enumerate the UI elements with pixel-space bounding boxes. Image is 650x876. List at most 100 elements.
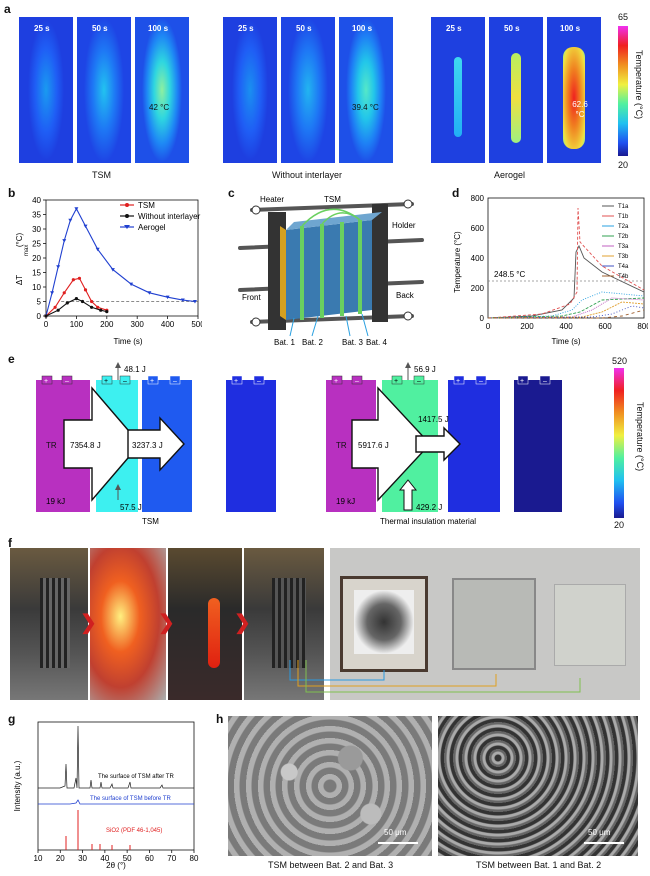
top-energy: 56.9 J [414, 365, 436, 374]
photo-fire-2 [168, 548, 242, 700]
bottom-energy: 57.5 J [120, 503, 142, 512]
y-tick-label: 200 [471, 284, 485, 293]
time-label: 25 s [34, 24, 50, 33]
thermal-image [76, 16, 132, 164]
data-point [65, 301, 69, 305]
x-tick-label: 30 [78, 854, 87, 863]
legend-entry: T3b [618, 254, 629, 260]
x-tick-label: 70 [167, 854, 176, 863]
tr-label: TR [336, 441, 347, 450]
y-tick-label: 600 [471, 224, 485, 233]
data-point [83, 224, 88, 229]
group-label: TSM [142, 517, 159, 526]
x-tick-label: 200 [100, 320, 114, 329]
svg-text:+: + [234, 378, 238, 385]
time-label: 100 s [148, 24, 169, 33]
chart-d: 0 200 400 600 800 0 200 400 600 800 248.5 °C T1a T… [453, 194, 648, 346]
time-label: 100 s [560, 24, 581, 33]
flow-energy: 5917.6 J [358, 441, 389, 450]
svg-text:+: + [150, 378, 154, 385]
data-point [44, 314, 48, 318]
y-tick-label: 0 [37, 312, 42, 321]
y-tick-label: 10 [32, 283, 41, 292]
y-tick-label: 800 [471, 194, 485, 203]
group-label: TSM [92, 170, 111, 180]
data-point [74, 207, 79, 211]
battery-label: Bat. 4 [366, 338, 387, 347]
thermal-image [546, 16, 602, 164]
y-axis-label: ΔT [15, 275, 24, 285]
y-axis-unit: (°C) [15, 233, 24, 248]
holder-label: Holder [392, 221, 416, 230]
legend-entry: T3a [618, 244, 629, 250]
y-axis-label-sub: max [24, 245, 30, 256]
legend-without: Without interlayer [138, 212, 201, 221]
scale-bar-label: 50 μm [384, 828, 407, 837]
data-point [71, 278, 75, 282]
svg-text:+: + [334, 378, 338, 385]
time-label: 25 s [446, 24, 462, 33]
data-point [56, 308, 60, 312]
series-line [45, 207, 196, 317]
time-label: 25 s [238, 24, 254, 33]
time-label: 50 s [92, 24, 108, 33]
total-energy: 19 kJ [46, 497, 65, 506]
x-tick-label: 20 [56, 854, 65, 863]
data-point [96, 305, 100, 309]
y-tick-label: 400 [471, 254, 485, 263]
svg-text:–: – [543, 378, 547, 385]
y-axis-label: Intensity (a.u.) [13, 760, 22, 811]
data-point [192, 300, 197, 304]
y-axis-label: Temperature (°C) [453, 231, 462, 293]
thermal-group-without-interlayer: 25 s 50 s 100 s 39.4 °C [222, 16, 394, 164]
panel-label-b: b [8, 186, 16, 200]
x-tick-label: 60 [145, 854, 154, 863]
data-point [95, 247, 100, 252]
y-tick-label: 5 [37, 298, 42, 307]
panel-label-h: h [216, 712, 224, 726]
panel-label-g: g [8, 712, 16, 726]
front-label: Front [242, 293, 261, 302]
colorbar [618, 26, 628, 156]
y-tick-label: 35 [32, 211, 41, 220]
x-tick-label: 500 [191, 320, 202, 329]
colorbar-min: 20 [614, 520, 625, 530]
colorbar-min: 20 [618, 160, 629, 170]
time-label: 50 s [504, 24, 520, 33]
threshold-annotation: 248.5 °C [494, 270, 525, 279]
data-point [77, 276, 82, 280]
legend-aerogel: Aerogel [138, 223, 166, 232]
connector-lines [289, 660, 581, 693]
svg-text:–: – [479, 378, 483, 385]
trace-label-before: The surface of TSM before TR [90, 796, 171, 802]
photo-fire-1 [90, 548, 166, 700]
arrow-icon: ❯ [234, 612, 251, 634]
x-tick-label: 40 [100, 854, 109, 863]
x-tick-label: 600 [598, 322, 612, 331]
svg-text:–: – [65, 378, 69, 385]
colorbar-max: 520 [612, 356, 628, 366]
back-label: Back [396, 291, 415, 300]
svg-text:–: – [173, 378, 177, 385]
data-point [56, 265, 61, 269]
photo-holder-2 [244, 548, 324, 700]
panel-label-d: d [452, 186, 460, 200]
x-axis-label: Time (s) [113, 337, 142, 346]
thermal-image [488, 16, 544, 164]
flow-energy: 3237.3 J [132, 441, 163, 450]
svg-text:+: + [520, 378, 524, 385]
data-point [80, 299, 85, 304]
trace-label-after: The surface of TSM after TR [98, 774, 174, 780]
data-point [90, 299, 94, 304]
x-tick-label: 400 [559, 322, 573, 331]
x-tick-label: 800 [637, 322, 648, 331]
thermal-image [430, 16, 486, 164]
heater-label: Heater [260, 195, 284, 204]
battery-label: Bat. 3 [342, 338, 363, 347]
colorbar-label: Temperature (°C) [635, 402, 645, 472]
svg-text:–: – [417, 378, 421, 385]
arrow-icon: ❯ [158, 612, 175, 634]
y-tick-label: 40 [32, 196, 41, 205]
arrow-icon: ❯ [80, 612, 97, 634]
legend-marker [124, 225, 130, 229]
